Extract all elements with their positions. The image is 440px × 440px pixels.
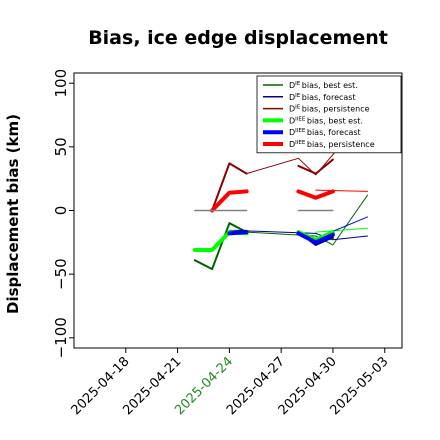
y-tick-label: −100 bbox=[52, 317, 70, 358]
y-tick-label: 100 bbox=[52, 69, 70, 98]
series-line-11 bbox=[315, 189, 368, 192]
series-line-4 bbox=[227, 230, 249, 236]
y-axis-label: Displacement bias (km) bbox=[4, 114, 22, 314]
series-line-0 bbox=[193, 222, 248, 271]
y-tick-label: 50 bbox=[52, 137, 70, 156]
y-tick-label: 0 bbox=[52, 206, 70, 216]
legend-entry: DIE bias, best est. bbox=[289, 81, 358, 90]
legend: DIE bias, best est. DIE bias, forecast DIE bi… bbox=[256, 75, 402, 154]
legend-entry: DIIEE bias, best est. bbox=[289, 116, 363, 125]
y-tick-label: −50 bbox=[52, 258, 70, 290]
legend-box bbox=[256, 75, 402, 154]
series-line-2 bbox=[211, 162, 248, 212]
series-layer bbox=[192, 113, 368, 271]
series-line-17 bbox=[296, 189, 335, 200]
series-line-5 bbox=[210, 189, 249, 213]
chart-title: Bias, ice edge displacement bbox=[88, 27, 388, 49]
legend-entry: DIIEE bias, persistence bbox=[289, 140, 375, 149]
series-line-14 bbox=[297, 158, 334, 175]
legend-entry: DIIEE bias, forecast bbox=[289, 128, 361, 137]
legend-entry: DIE bias, persistence bbox=[289, 105, 370, 114]
series-line-9 bbox=[315, 227, 368, 233]
series-line-16 bbox=[296, 231, 335, 245]
legend-entry: DIE bias, forecast bbox=[289, 93, 356, 102]
